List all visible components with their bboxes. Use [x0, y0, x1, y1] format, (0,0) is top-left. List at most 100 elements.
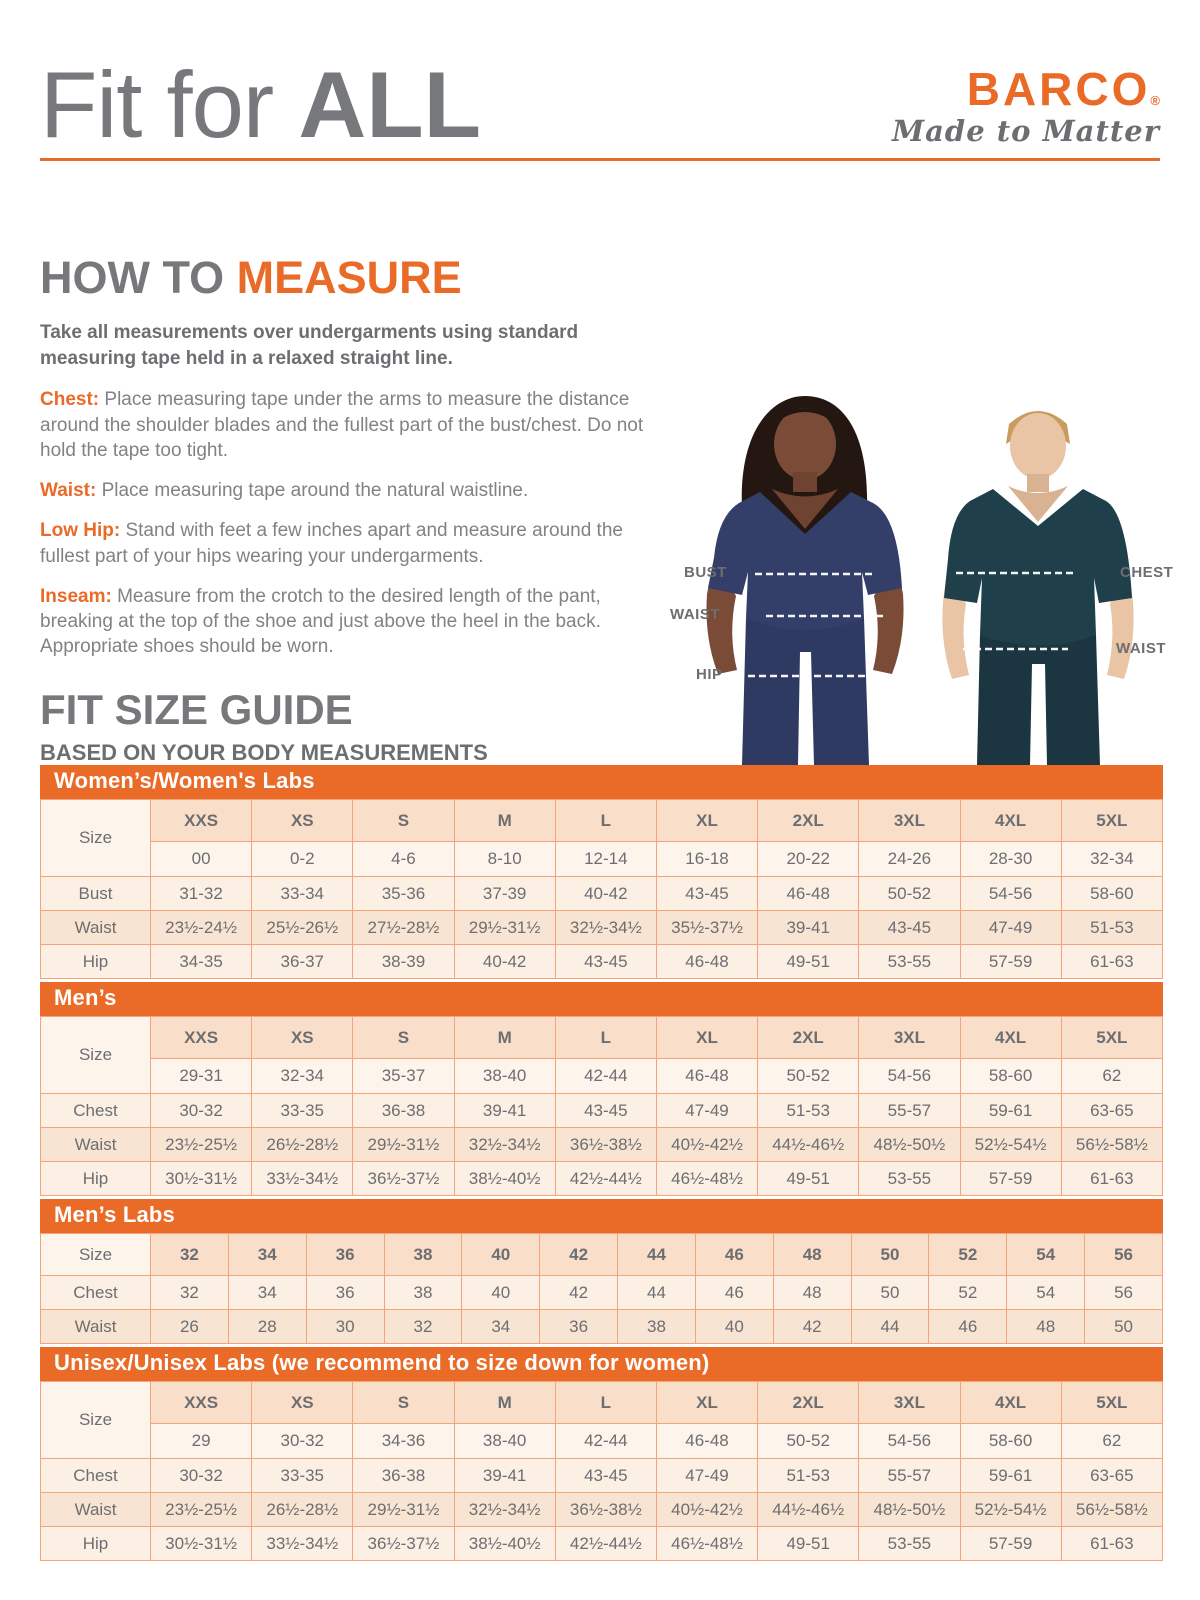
- measurement-cell: 29½-31½: [453, 910, 556, 945]
- size-table-grid: Size 32 34 36 38 40 42 44 46 48 50 52 54 56 Chest 32 34 3…: [40, 1233, 1163, 1344]
- size-number-cell: 62: [1060, 1058, 1164, 1094]
- measurement-cell: 48: [1006, 1309, 1086, 1344]
- step-label: Inseam:: [40, 585, 112, 607]
- measurement-cell: 43-45: [554, 1093, 657, 1128]
- size-number-cell: 32-34: [251, 1058, 354, 1094]
- size-name-header: XXS: [149, 1016, 253, 1059]
- size-row-label: Size: [40, 1381, 151, 1459]
- measurement-cell: 29½-31½: [352, 1127, 455, 1162]
- measurement-cell: 34-35: [149, 944, 253, 979]
- registered-mark: ®: [1150, 93, 1160, 108]
- measurement-row-label: Chest: [40, 1093, 151, 1128]
- chest-label: CHEST: [1120, 564, 1174, 581]
- size-name-header: 52: [928, 1233, 1008, 1276]
- measurement-cell: 57-59: [959, 1161, 1062, 1196]
- measurement-cell: 61-63: [1060, 944, 1164, 979]
- fit-size-guide-subheading: BASED ON YOUR BODY MEASUREMENTS: [40, 740, 488, 765]
- measurement-cell: 47-49: [655, 1093, 759, 1128]
- table-title-banner: Men’s Labs: [40, 1199, 1163, 1233]
- measurement-cell: 32: [383, 1309, 463, 1344]
- size-name-header: 5XL: [1060, 799, 1164, 842]
- size-table-grid: Size XXS XS S M L XL 2XL 3XL 4XL 5XL 29 30-32 34-36 38…: [40, 1381, 1164, 1561]
- waist-right-label: WAIST: [1116, 640, 1166, 657]
- measurement-cell: 63-65: [1060, 1093, 1164, 1128]
- measurement-cell: 29½-31½: [352, 1492, 455, 1527]
- measurement-cell: 30-32: [149, 1093, 253, 1128]
- measurement-cell: 48: [772, 1275, 852, 1310]
- size-number-row: 29 30-32 34-36 38-40 42-44 46-48 50-52 54-56 58-…: [41, 1423, 1164, 1459]
- measurement-cell: 30½-31½: [149, 1161, 253, 1196]
- measurement-cell: 28: [227, 1309, 307, 1344]
- measurement-cell: 49-51: [757, 944, 860, 979]
- measurement-cell: 52: [928, 1275, 1008, 1310]
- size-table-grid: Size XXS XS S M L XL 2XL 3XL 4XL 5XL 29-31 32-34 35-3…: [40, 1016, 1164, 1196]
- measurement-cell: 43-45: [554, 1458, 657, 1493]
- fit-size-guide-heading: FIT SIZE GUIDE: [40, 686, 353, 733]
- size-name-header: XS: [251, 1381, 354, 1424]
- measurement-row: Hip 34-35 36-37 38-39 40-42 43-45 46-48 49-51 53…: [40, 944, 1164, 979]
- size-number-cell: 32-34: [1060, 841, 1164, 877]
- size-header-row: Size XXS XS S M L XL 2XL 3XL 4XL 5XL: [40, 1016, 1164, 1094]
- step-label: Low Hip:: [40, 520, 121, 542]
- page-title-bold: ALL: [298, 52, 482, 157]
- size-number-cell: 50-52: [757, 1423, 860, 1459]
- size-name-header: 5XL: [1060, 1381, 1164, 1424]
- size-name-header: 36: [305, 1233, 385, 1276]
- measurement-cell: 51-53: [757, 1093, 860, 1128]
- hip-label: HIP: [696, 666, 723, 683]
- measurement-cell: 59-61: [959, 1458, 1062, 1493]
- header-divider: [40, 158, 1160, 161]
- measurement-cell: 38: [617, 1309, 696, 1344]
- measurement-cell: 50: [850, 1275, 930, 1310]
- size-name-header: 5XL: [1060, 1016, 1164, 1059]
- measurement-cell: 37-39: [453, 876, 556, 911]
- how-to-measure-section: HOW TO MEASURE Take all measurements ove…: [40, 252, 650, 675]
- size-name-header: 46: [694, 1233, 774, 1276]
- size-name-header: XXS: [149, 1381, 253, 1424]
- measurement-cell: 33-35: [251, 1093, 354, 1128]
- size-name-header: 4XL: [959, 1016, 1062, 1059]
- measurement-cell: 42½-44½: [554, 1161, 657, 1196]
- size-number-cell: 29: [149, 1423, 253, 1459]
- measurement-cell: 38-39: [352, 944, 455, 979]
- size-name-header: 3XL: [858, 799, 961, 842]
- measurement-row-label: Hip: [40, 1526, 151, 1561]
- measurement-row: Waist 23½-25½ 26½-28½ 29½-31½ 32½-34½ 36½-38½…: [40, 1127, 1164, 1162]
- measurement-cell: 56½-58½: [1060, 1492, 1164, 1527]
- measurement-row: Hip 30½-31½ 33½-34½ 36½-37½ 38½-40½ 42½-44½ 46…: [40, 1526, 1164, 1561]
- size-name-header: L: [554, 1016, 657, 1059]
- size-table-grid: Size XXS XS S M L XL 2XL 3XL 4XL 5XL 00 0-2 4-6 8-10 12…: [40, 799, 1164, 979]
- size-number-cell: 00: [149, 841, 253, 877]
- size-name-header: 3XL: [858, 1381, 961, 1424]
- measurement-cell: 39-41: [453, 1093, 556, 1128]
- measurement-cell: 36½-37½: [352, 1161, 455, 1196]
- measurement-cell: 57-59: [959, 1526, 1062, 1561]
- size-number-cell: 29-31: [149, 1058, 253, 1094]
- measurement-cell: 32½-34½: [554, 910, 657, 945]
- measurement-row: Chest 30-32 33-35 36-38 39-41 43-45 47-49 51-53…: [40, 1093, 1164, 1128]
- size-number-cell: 24-26: [858, 841, 961, 877]
- size-header-row: Size 32 34 36 38 40 42 44 46 48 50 52 54 56: [40, 1233, 1163, 1276]
- measurement-cell: 55-57: [858, 1458, 961, 1493]
- step-label: Waist:: [40, 480, 97, 502]
- measurement-cell: 51-53: [757, 1458, 860, 1493]
- size-name-header: 56: [1084, 1233, 1163, 1276]
- size-number-cell: 58-60: [959, 1058, 1062, 1094]
- step-text: Place measuring tape under the arms to m…: [40, 389, 644, 461]
- size-number-cell: 4-6: [352, 841, 455, 877]
- size-number-cell: 12-14: [554, 841, 657, 877]
- size-name-header: S: [352, 1016, 455, 1059]
- step-label: Chest:: [40, 389, 100, 411]
- brand-logo: BARCO® Made to Matter: [892, 66, 1160, 148]
- measurement-cell: 30½-31½: [149, 1526, 253, 1561]
- measurement-cell: 36: [539, 1309, 619, 1344]
- measurement-row: Bust 31-32 33-34 35-36 37-39 40-42 43-45 46-48 5…: [40, 876, 1164, 911]
- size-name-header: 40: [461, 1233, 541, 1276]
- size-name-header: 3XL: [858, 1016, 961, 1059]
- measurement-row-label: Chest: [40, 1458, 151, 1493]
- measurement-cell: 33½-34½: [251, 1161, 354, 1196]
- size-number-cell: 34-36: [352, 1423, 455, 1459]
- size-number-cell: 35-37: [352, 1058, 455, 1094]
- measurement-cell: 49-51: [757, 1161, 860, 1196]
- measure-step-chest: Chest: Place measuring tape under the ar…: [40, 387, 650, 463]
